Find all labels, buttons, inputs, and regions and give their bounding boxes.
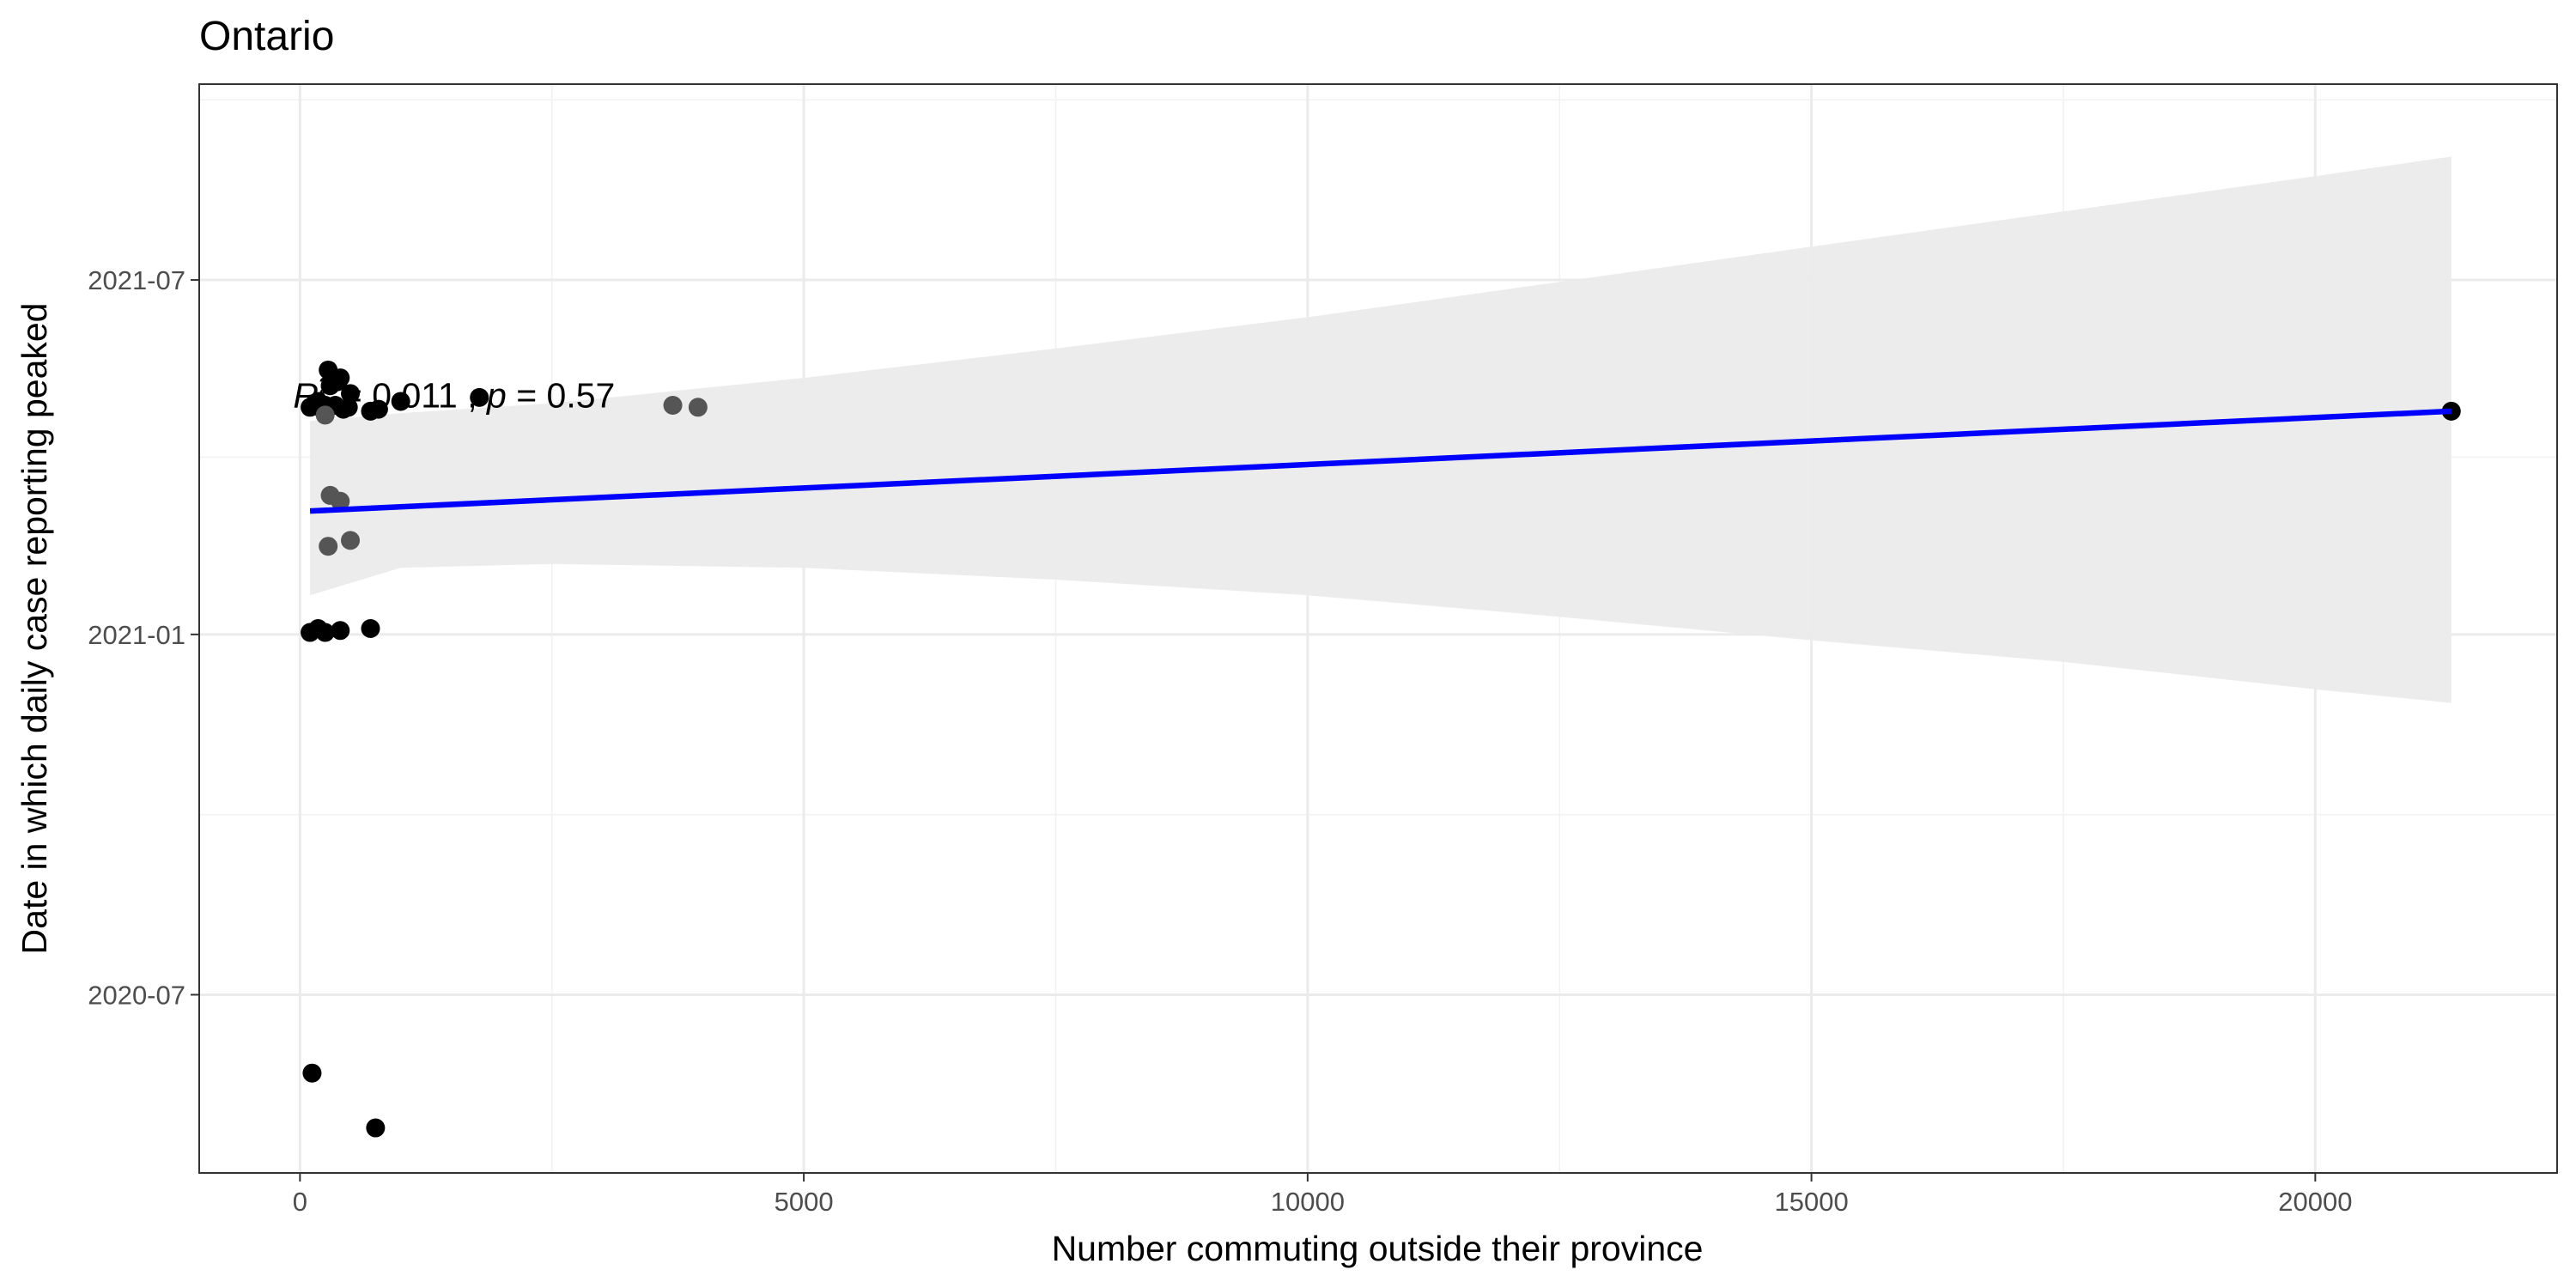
data-point — [331, 621, 350, 641]
data-points — [301, 360, 2461, 1138]
stat-annotation: R2 = 0.011 , p = 0.57 — [293, 372, 615, 415]
data-point — [331, 491, 350, 511]
x-axis-title: Number commuting outside their province — [1052, 1229, 1704, 1268]
panel-border-group — [198, 83, 2558, 1174]
y-tick-label: 2020-07 — [88, 980, 185, 1010]
data-point — [391, 392, 410, 411]
x-tick-label: 5000 — [775, 1187, 834, 1217]
data-point — [361, 619, 380, 638]
data-point — [315, 623, 335, 642]
x-axis: 0 5000 10000 15000 20000 — [293, 1173, 2352, 1217]
data-point — [688, 398, 708, 417]
data-point — [315, 405, 335, 425]
y-axis-title: Date in which daily case reporting peake… — [15, 303, 54, 955]
data-point — [663, 396, 683, 416]
confidence-band-area — [310, 156, 2451, 703]
data-point — [361, 401, 380, 421]
y-tick-label: 2021-07 — [88, 265, 185, 295]
regression-line-group — [309, 408, 2451, 514]
y-tick-label: 2021-01 — [88, 620, 185, 650]
data-point — [301, 623, 320, 642]
x-tick-label: 0 — [293, 1187, 307, 1217]
data-point — [341, 531, 361, 550]
data-point — [320, 376, 340, 396]
data-point — [366, 1118, 386, 1138]
data-point — [470, 387, 489, 407]
regression-line — [309, 408, 2451, 514]
y-axis: 2020-07 2021-01 2021-07 — [88, 265, 199, 1010]
stat-annotation-group: R2 = 0.011 , p = 0.57 — [293, 372, 615, 415]
panel-border — [198, 83, 2558, 1174]
x-tick-label: 10000 — [1271, 1187, 1345, 1217]
x-tick-label: 20000 — [2278, 1187, 2352, 1217]
chart-title: Ontario — [199, 14, 334, 59]
data-point — [302, 1063, 322, 1083]
data-point — [333, 399, 353, 419]
confidence-band — [310, 156, 2451, 703]
x-tick-label: 15000 — [1774, 1187, 1848, 1217]
data-point — [319, 537, 338, 556]
